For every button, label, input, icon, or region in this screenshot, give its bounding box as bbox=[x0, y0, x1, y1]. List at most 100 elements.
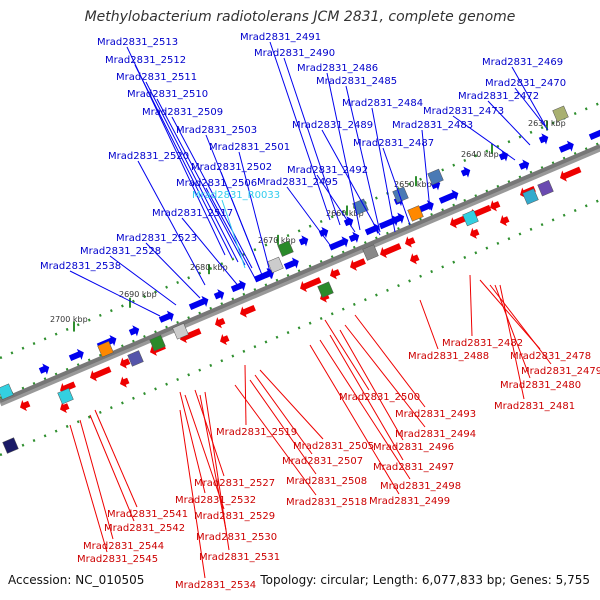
scale-tick-label: 2640 kbp bbox=[461, 150, 499, 159]
forward-gene bbox=[588, 125, 600, 141]
leader-line bbox=[179, 409, 206, 579]
reverse-gene bbox=[180, 328, 202, 344]
feature-box bbox=[462, 209, 479, 227]
reverse-gene-label: Mrad2831_2481 bbox=[494, 401, 575, 412]
forward-gene-label: Mrad2831_2501 bbox=[209, 142, 290, 153]
forward-gene-label: Mrad2831_2489 bbox=[292, 120, 373, 131]
reverse-gene bbox=[560, 166, 582, 182]
leader-line bbox=[171, 116, 253, 269]
reverse-gene-label: Mrad2831_2544 bbox=[83, 541, 164, 552]
feature-box bbox=[427, 168, 444, 186]
reverse-gene-label: Mrad2831_2530 bbox=[196, 532, 277, 543]
forward-gene-label: Mrad2831_2509 bbox=[142, 107, 223, 118]
forward-gene-label: Mrad2831_2502 bbox=[191, 162, 272, 173]
forward-gene-label: Mrad2831_2538 bbox=[40, 261, 121, 272]
leader-line bbox=[326, 72, 361, 231]
leader-line bbox=[145, 81, 239, 263]
reverse-gene bbox=[450, 215, 466, 229]
reverse-gene bbox=[240, 304, 256, 318]
leader-line bbox=[204, 391, 230, 551]
leader-line bbox=[254, 374, 313, 455]
gene-features bbox=[0, 105, 600, 454]
leader-line bbox=[259, 369, 324, 440]
forward-gene-label: Mrad2831_2510 bbox=[127, 89, 208, 100]
leader-line bbox=[221, 199, 246, 269]
leader-line bbox=[316, 174, 356, 233]
leader-line bbox=[309, 344, 400, 495]
scale-tick-label: 2650 kbp bbox=[394, 180, 432, 189]
leader-line bbox=[286, 186, 331, 246]
track-dots bbox=[0, 101, 600, 457]
forward-gene bbox=[518, 159, 530, 171]
leader-line bbox=[452, 115, 516, 161]
scale-ticks: 2630 kbp 2640 kbp 2650 kbp 2660 kbp 2670 kbp… bbox=[50, 119, 566, 332]
leader-line bbox=[249, 379, 317, 475]
forward-gene-label: Mrad2831_2486 bbox=[297, 63, 378, 74]
feature-box bbox=[267, 256, 284, 274]
leader-line bbox=[194, 389, 225, 477]
leader-line bbox=[319, 339, 411, 480]
leader-line bbox=[234, 384, 317, 496]
leader-line bbox=[79, 419, 114, 540]
scale-tick-label: 2660 kbp bbox=[326, 209, 364, 218]
gene-labels: Mrad2831_2513 Mrad2831_2512 Mrad2831_2511 M… bbox=[40, 32, 600, 591]
feature-box bbox=[0, 383, 14, 400]
forward-gene bbox=[460, 166, 471, 178]
forward-gene-label: Mrad2831_2495 bbox=[257, 177, 338, 188]
reverse-gene bbox=[380, 243, 402, 259]
forward-gene bbox=[328, 236, 349, 251]
forward-gene-label: Mrad2831_2513 bbox=[97, 37, 178, 48]
forward-gene-label: Mrad2831_2506 bbox=[176, 178, 257, 189]
leader-line bbox=[494, 284, 531, 379]
feature-box bbox=[172, 323, 189, 340]
track-dots-outer-top bbox=[0, 101, 600, 360]
leader-line bbox=[109, 255, 177, 306]
reverse-gene bbox=[350, 258, 366, 271]
reverse-gene bbox=[490, 200, 501, 212]
leader-line bbox=[220, 171, 263, 276]
reverse-gene bbox=[330, 268, 341, 280]
reverse-gene bbox=[410, 253, 420, 265]
forward-gene bbox=[128, 325, 140, 337]
scale-tick-label: 2690 kbp bbox=[119, 290, 157, 299]
feature-box bbox=[127, 350, 144, 367]
leader-line bbox=[345, 85, 381, 233]
feature-box bbox=[277, 240, 294, 257]
reverse-gene-label: Mrad2831_2531 bbox=[199, 552, 280, 563]
forward-gene bbox=[283, 257, 299, 270]
leader-line bbox=[371, 107, 396, 233]
reverse-gene bbox=[220, 334, 230, 346]
reverse-gene bbox=[120, 357, 131, 369]
forward-gene-label: Mrad2831_2503 bbox=[176, 125, 257, 136]
leader-line bbox=[179, 391, 206, 494]
reverse-gene bbox=[500, 215, 510, 227]
scale-tick-label: 2700 kbp bbox=[50, 315, 88, 324]
feature-box bbox=[407, 205, 424, 222]
leader-line bbox=[354, 314, 426, 408]
forward-gene bbox=[364, 223, 380, 236]
reverse-gene-label: Mrad2831_2497 bbox=[373, 462, 454, 473]
forward-gene bbox=[438, 189, 459, 204]
leader-line bbox=[137, 160, 206, 286]
scale-tick-label: 2630 kbp bbox=[528, 119, 566, 128]
forward-gene bbox=[348, 231, 360, 243]
forward-gene bbox=[378, 215, 399, 230]
feature-box bbox=[352, 198, 369, 215]
forward-gene-label: Mrad2831_2528 bbox=[80, 246, 161, 257]
forward-gene-label: Mrad2831_2523 bbox=[116, 233, 197, 244]
feature-box bbox=[97, 340, 114, 358]
leader-line bbox=[156, 98, 246, 266]
feature-box bbox=[317, 281, 334, 298]
feature-box bbox=[149, 334, 166, 352]
reverse-gene-label: Mrad2831_2500 bbox=[339, 392, 420, 403]
reverse-gene bbox=[20, 400, 31, 412]
forward-gene-label: Mrad2831_2520 bbox=[108, 151, 189, 162]
reverse-gene-label: Mrad2831_2488 bbox=[408, 351, 489, 362]
leader-line bbox=[419, 299, 439, 350]
leader-line bbox=[269, 41, 331, 221]
forward-gene-label: Mrad2831_2473 bbox=[423, 106, 504, 117]
leader-line bbox=[69, 270, 161, 317]
forward-gene-label: Mrad2831_2484 bbox=[342, 98, 423, 109]
leader-line bbox=[324, 319, 370, 391]
